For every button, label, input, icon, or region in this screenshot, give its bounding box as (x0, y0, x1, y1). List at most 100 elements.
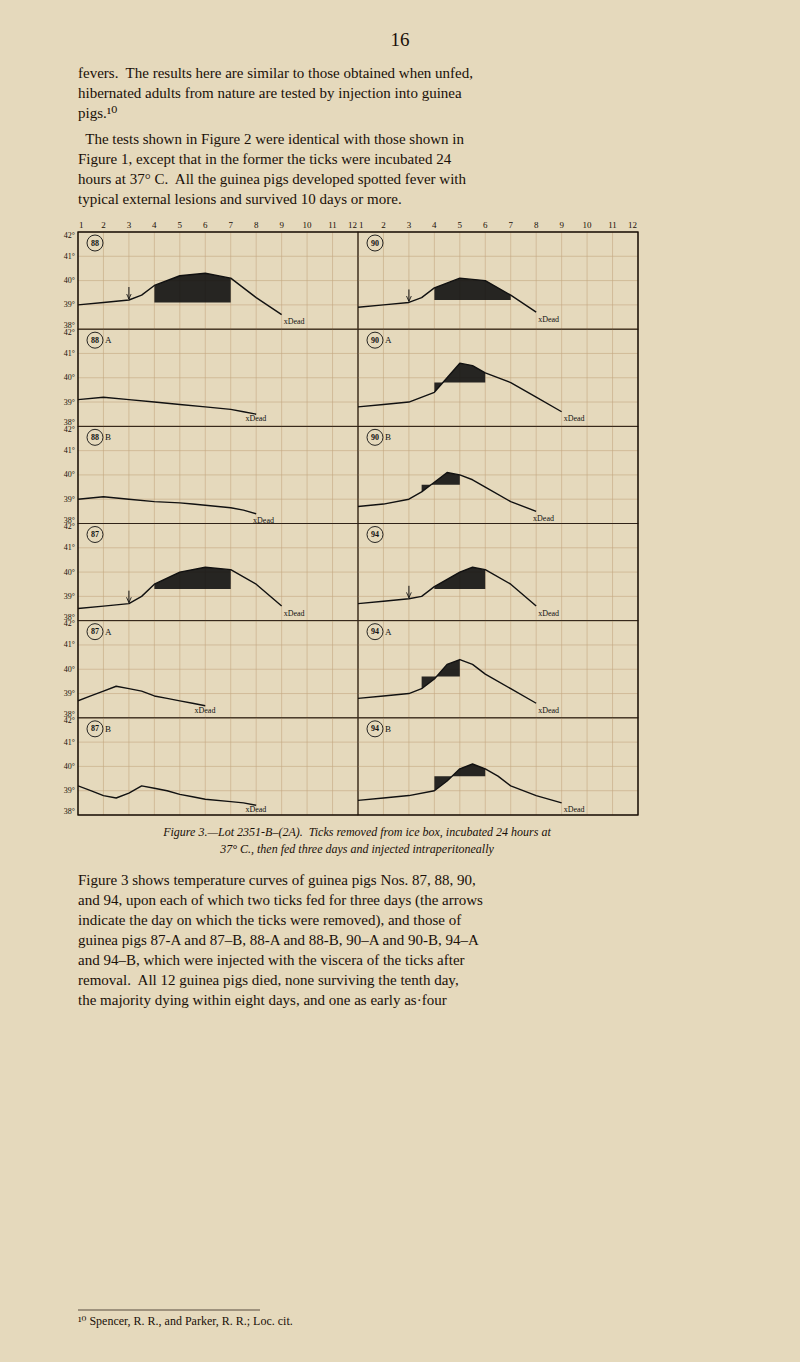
fever-fill (154, 273, 230, 302)
label-circle (87, 235, 103, 251)
caption: 37° C., then fed three days and injected… (219, 842, 494, 856)
grid-line (78, 742, 358, 743)
y-tick-label: 42° (64, 522, 75, 531)
footnote: ¹⁰ Spencer, R. R., and Parker, R. R.; Lo… (78, 1314, 293, 1328)
panel-subtitle: A (385, 335, 392, 345)
label-circle (87, 527, 103, 543)
paragraph-line: guinea pigs 87-A and 87–B, 88-A and 88-B… (78, 932, 479, 948)
panel: 94xDead (358, 524, 638, 621)
footnote-rule (78, 1310, 260, 1311)
panel-subtitle: B (385, 724, 391, 734)
removal-arrow (408, 586, 409, 598)
x-tick-label: 6 (483, 220, 488, 230)
grid-line (358, 790, 638, 791)
fever-fill (434, 567, 485, 589)
plot-area (358, 660, 536, 704)
y-tick-label: 41° (64, 446, 75, 455)
x-tick-label: 4 (432, 220, 437, 230)
panel-title: 90 (371, 239, 379, 248)
x-tick-label: 7 (508, 220, 513, 230)
grid-line (358, 766, 638, 767)
panel-subtitle: A (385, 627, 392, 637)
y-tick-label: 40° (64, 665, 75, 674)
grid-line (358, 474, 638, 475)
panel-frame (358, 232, 638, 329)
paragraph-line: Figure 3 shows temperature curves of gui… (78, 872, 476, 888)
x-tick-label: 8 (534, 220, 539, 230)
panel: 90 AxDead (358, 329, 638, 426)
label-circle (367, 527, 383, 543)
x-tick-label: 9 (559, 220, 564, 230)
grid-line (78, 766, 358, 767)
fever-fill (434, 764, 485, 791)
temperature-curve (78, 686, 205, 705)
y-tick-label: 40° (64, 762, 75, 771)
grid-line (78, 644, 358, 645)
paragraph-line: and 94, upon each of which two ticks fed… (78, 892, 483, 909)
x-tick-label: 6 (203, 220, 208, 230)
panel-title: 88 (91, 433, 99, 442)
y-tick-label: 41° (64, 738, 75, 747)
x-tick-label: 5 (178, 220, 183, 230)
panel-subtitle: A (105, 627, 112, 637)
y-tick-label: 38° (64, 807, 75, 816)
panel-frame (78, 232, 358, 329)
label-circle (87, 429, 103, 445)
x-tick-label: 2 (381, 220, 386, 230)
plot-area (78, 397, 256, 414)
fever-fill (434, 363, 485, 392)
grid-line (78, 669, 358, 670)
dead-marker: xDead (564, 414, 585, 423)
dead-marker: xDead (538, 706, 559, 715)
dead-marker: xDead (245, 805, 266, 814)
page-number: 16 (391, 29, 410, 50)
removal-arrow (128, 287, 129, 299)
temperature-curve (358, 278, 536, 312)
grid-line (358, 669, 638, 670)
x-tick-label: 11 (608, 220, 617, 230)
y-tick-label: 42° (64, 716, 75, 725)
dead-marker: xDead (538, 315, 559, 324)
grid-line (78, 474, 358, 475)
grid-line (78, 353, 358, 354)
panel: 38°39°40°41°42°87xDead (64, 522, 358, 622)
plot-area (358, 278, 536, 312)
panel-subtitle: B (385, 432, 391, 442)
grid-line (358, 450, 638, 451)
removal-arrow (128, 591, 129, 603)
y-tick-label: 39° (64, 300, 75, 309)
panel-title: 88 (91, 336, 99, 345)
panel-subtitle: B (105, 724, 111, 734)
plot-area (358, 567, 536, 606)
grid-line (78, 377, 358, 378)
panel-title: 90 (371, 336, 379, 345)
grid-line (358, 256, 638, 257)
temperature-curve (358, 764, 562, 803)
panel-frame (78, 524, 358, 621)
panel: 38°39°40°41°42°87BxDead (64, 716, 358, 816)
plot-area (358, 363, 562, 412)
y-tick-label: 39° (64, 398, 75, 407)
x-tick-label: 1 (79, 220, 84, 230)
panel-frame (358, 329, 638, 426)
temperature-curve (78, 497, 256, 514)
paragraph-line: Figure 1, except that in the former the … (78, 151, 452, 167)
panel-title: 94 (371, 627, 379, 636)
paragraph-line: indicate the day on which the ticks were… (78, 912, 461, 929)
panel-title: 87 (91, 627, 99, 636)
fever-fill (422, 472, 460, 491)
y-tick-label: 39° (64, 689, 75, 698)
dead-marker: xDead (284, 317, 305, 326)
y-tick-label: 41° (64, 349, 75, 358)
paragraph-line: and 94–B, which were injected with the v… (78, 952, 465, 968)
label-circle (87, 624, 103, 640)
panel: 38°39°40°41°42°88AxDead (64, 328, 358, 428)
y-tick-label: 40° (64, 373, 75, 382)
grid-line (78, 693, 358, 694)
label-circle (367, 429, 383, 445)
dead-marker: xDead (195, 706, 216, 715)
x-tick-label: 12 (348, 220, 357, 230)
x-tick-label: 1 (359, 220, 364, 230)
paragraph-line: pigs.¹⁰ (78, 105, 117, 121)
panel-title: 87 (91, 530, 99, 539)
